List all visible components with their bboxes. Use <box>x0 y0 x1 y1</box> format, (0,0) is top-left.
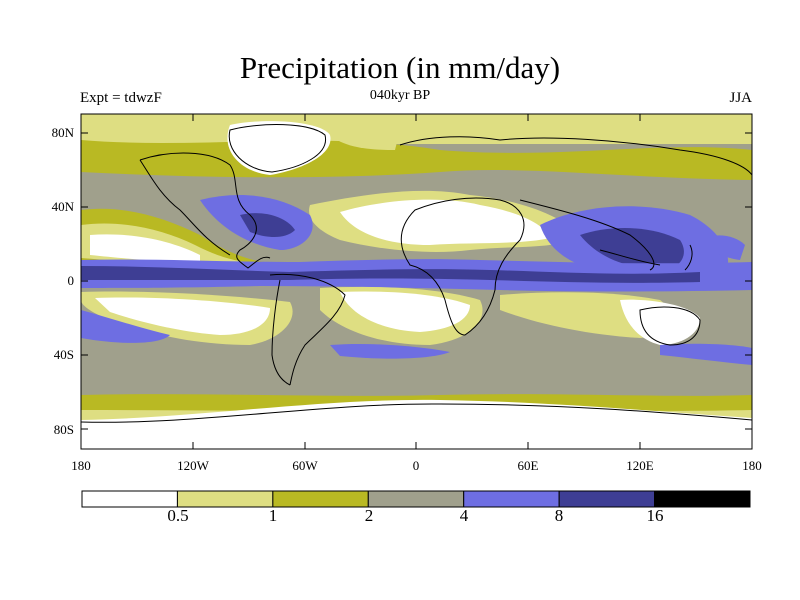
coastlines <box>81 124 752 423</box>
time-label: 040kyr BP <box>369 88 431 103</box>
colorbar-box <box>463 490 560 508</box>
colorbar-label: 8 <box>554 506 564 525</box>
axis-ticks <box>80 114 753 449</box>
lat-label-40s: 40S <box>53 347 74 362</box>
lon-label-180e: 180 <box>742 458 762 473</box>
colorbar-label: 16 <box>646 506 664 525</box>
lon-label-0: 0 <box>412 458 420 473</box>
colorbar-label: 4 <box>459 506 469 525</box>
lon-label-120w: 120W <box>177 458 209 473</box>
colorbar-box <box>176 490 274 508</box>
lat-label-0: 0 <box>67 273 75 288</box>
season-label: JJA <box>729 90 752 106</box>
colorbar-label: 1 <box>268 506 278 525</box>
colorbar <box>81 490 751 508</box>
plot-title: Precipitation (in mm/day) <box>239 50 561 85</box>
colorbar-box <box>558 490 656 508</box>
colorbar-box <box>367 490 465 508</box>
lon-label-60w: 60W <box>292 458 318 473</box>
colorbar-label: 2 <box>364 506 374 525</box>
lon-label-60e: 60E <box>517 458 539 473</box>
colorbar-box <box>272 490 369 508</box>
map-field <box>81 114 752 449</box>
lat-label-40n: 40N <box>51 199 74 214</box>
colorbar-box <box>654 490 751 508</box>
lat-label-80s: 80S <box>53 422 74 437</box>
experiment-label: Expt = tdwzF <box>80 90 162 106</box>
colorbar-label: 0.5 <box>167 506 189 525</box>
lon-label-120e: 120E <box>626 458 654 473</box>
lon-label-180w: 180 <box>71 458 91 473</box>
colorbar-box <box>81 490 178 508</box>
lat-label-80n: 80N <box>51 125 74 140</box>
